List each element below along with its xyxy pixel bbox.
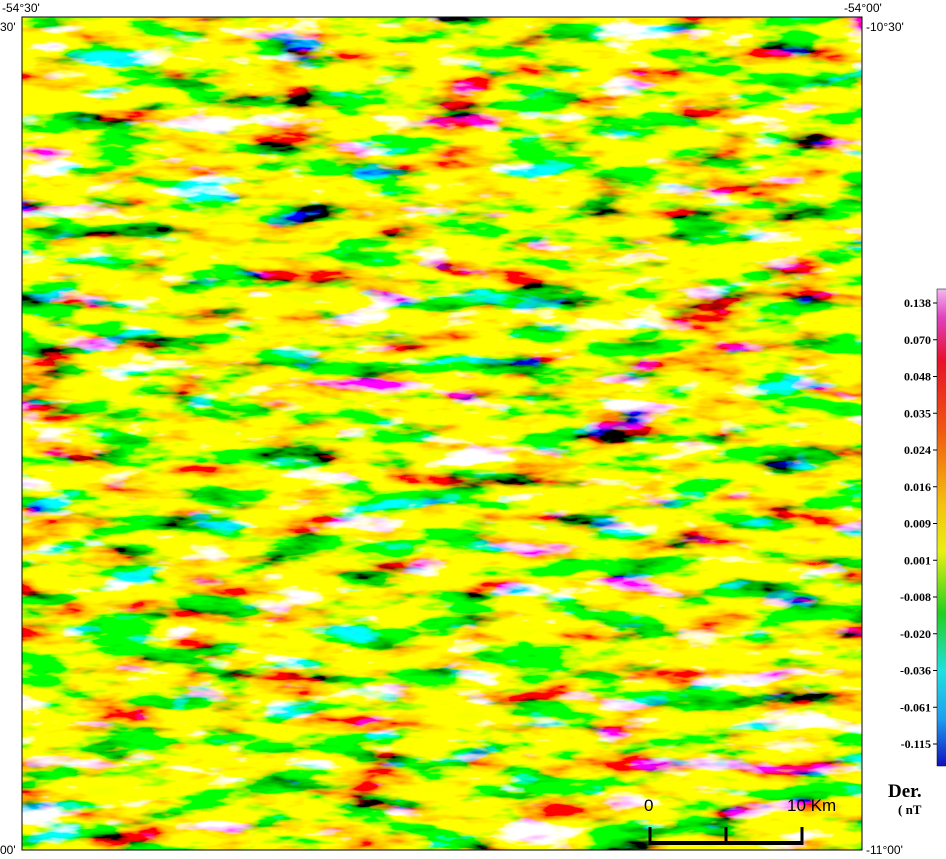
scale-label: 0 [644, 796, 653, 815]
legend-label: 0.070 [904, 333, 931, 347]
legend-label: -0.020 [900, 627, 931, 641]
coord-label: 00' [0, 843, 16, 857]
coord-label: -54°00' [844, 1, 882, 15]
legend-label: 0.035 [904, 406, 931, 420]
coord-label: -54°30' [2, 1, 40, 15]
legend-label: 0.048 [904, 370, 931, 384]
coord-label: -10°30' [866, 20, 904, 34]
scale-bar: 0 10 Km [644, 796, 836, 845]
legend-label: -0.036 [900, 664, 931, 678]
legend-label: -0.115 [901, 737, 931, 751]
map-frame [21, 16, 863, 851]
legend-title: Der. [888, 781, 922, 802]
color-bar [936, 288, 946, 767]
map-raster [21, 16, 863, 851]
legend-label: 0.009 [904, 517, 931, 531]
legend: Der. ( nT 0.138 0.070 0.048 0.035 0.024 0.016… [888, 288, 946, 817]
legend-label: -0.061 [900, 700, 931, 714]
legend-label: 0.001 [904, 553, 931, 567]
legend-label: -0.008 [900, 590, 931, 604]
legend-label: 0.138 [904, 296, 931, 310]
legend-label: 0.024 [904, 443, 931, 457]
legend-label: 0.016 [904, 480, 931, 494]
coord-label: 30' [0, 20, 16, 34]
scale-label: 10 Km [787, 796, 836, 815]
coord-label: -11°00' [866, 843, 903, 857]
legend-unit: ( nT [898, 802, 922, 817]
map-texture [22, 17, 862, 850]
